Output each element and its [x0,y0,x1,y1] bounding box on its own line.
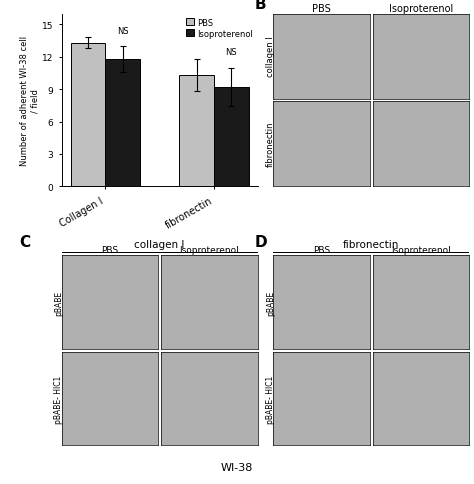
Text: C: C [19,235,30,250]
Y-axis label: collagen I: collagen I [266,37,275,77]
Y-axis label: pBABE: pBABE [55,290,64,315]
Bar [71,44,105,187]
Text: B: B [255,0,266,12]
Text: D: D [255,235,267,250]
Bar [214,88,249,187]
Text: NS: NS [226,48,237,57]
Title: Isoproterenol: Isoproterenol [391,246,451,255]
Title: Isoproterenol: Isoproterenol [180,246,239,255]
Title: PBS: PBS [312,4,331,14]
Text: NS: NS [117,27,128,35]
Text: fibronectin: fibronectin [343,240,400,250]
Text: collagen I: collagen I [135,240,185,250]
Y-axis label: pBABE: pBABE [266,290,275,315]
Bar [179,76,214,187]
Y-axis label: pBABE- HIC1: pBABE- HIC1 [266,375,275,423]
Title: Isoproterenol: Isoproterenol [389,4,453,14]
Legend: PBS, Isoproterenol: PBS, Isoproterenol [186,19,254,39]
Y-axis label: Number of adherent WI-38 cell
/ field: Number of adherent WI-38 cell / field [19,36,39,166]
Title: PBS: PBS [101,246,118,255]
Title: PBS: PBS [313,246,330,255]
Y-axis label: fibronectin: fibronectin [266,122,275,167]
Bar [105,60,140,187]
Text: WI-38: WI-38 [221,462,253,472]
Y-axis label: pBABE- HIC1: pBABE- HIC1 [55,375,64,423]
